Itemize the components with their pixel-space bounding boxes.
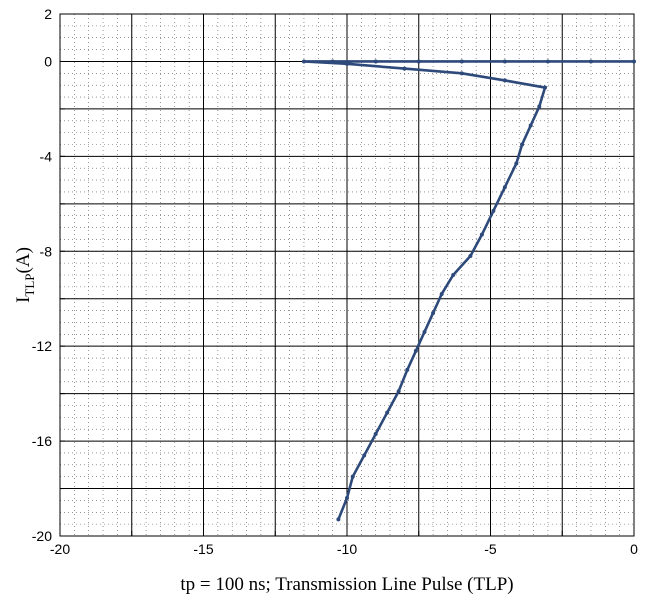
y-tick-labels: 2 0 -4 -8 -12 -16 -20 — [32, 6, 52, 544]
x-tick-label: -20 — [50, 541, 70, 557]
data-point — [451, 273, 456, 277]
data-point — [431, 310, 436, 315]
series-line — [302, 60, 636, 521]
data-point — [373, 431, 378, 436]
data-point — [405, 367, 410, 372]
data-point — [301, 59, 306, 64]
data-point — [373, 59, 378, 64]
y-axis-title: ITLP(A) — [13, 247, 37, 303]
data-point — [514, 161, 519, 166]
data-point — [543, 85, 548, 90]
x-axis-title: tp = 100 ns; Transmission Line Pulse (TL… — [180, 574, 513, 595]
axis-ticks — [60, 60, 563, 536]
data-point — [422, 329, 427, 334]
y-tick-label: -8 — [40, 243, 53, 259]
data-point — [402, 66, 407, 71]
data-point — [345, 496, 349, 501]
data-point — [528, 123, 533, 128]
data-point — [416, 59, 421, 64]
data-point — [479, 232, 484, 237]
y-axis-title-sub: TLP — [22, 273, 37, 296]
y-tick-label: -20 — [32, 528, 52, 544]
y-tick-label: -4 — [40, 148, 53, 164]
x-tick-label: -15 — [193, 541, 213, 557]
y-tick-label: -12 — [32, 338, 52, 354]
data-point — [520, 142, 525, 147]
x-tick-label: 0 — [630, 541, 638, 557]
data-point — [502, 59, 507, 64]
data-point — [413, 348, 418, 353]
data-point — [350, 474, 355, 479]
data-point — [459, 59, 464, 64]
data-point — [632, 59, 636, 64]
data-point — [502, 185, 507, 190]
data-point — [537, 104, 542, 109]
data-point — [396, 389, 401, 394]
data-point — [502, 78, 507, 83]
data-point — [491, 208, 496, 213]
y-tick-label: 0 — [44, 53, 52, 69]
x-tick-label: -5 — [484, 541, 497, 557]
data-point — [459, 71, 464, 76]
data-point — [385, 410, 390, 415]
data-point — [439, 291, 444, 296]
series-layer — [301, 59, 636, 522]
y-axis-title-unit: (A) — [13, 247, 34, 273]
y-tick-label: 2 — [44, 6, 52, 22]
data-point — [468, 254, 473, 259]
x-tick-label: -10 — [337, 541, 357, 557]
y-tick-label: -16 — [32, 433, 52, 449]
data-point — [345, 61, 349, 66]
data-point — [588, 59, 593, 64]
y-axis-title-main: I — [13, 297, 34, 303]
data-point — [362, 453, 367, 458]
x-tick-labels: -20 -15 -10 -5 0 — [50, 541, 638, 557]
data-point — [336, 517, 341, 522]
data-point — [330, 59, 335, 64]
data-point — [545, 59, 550, 64]
